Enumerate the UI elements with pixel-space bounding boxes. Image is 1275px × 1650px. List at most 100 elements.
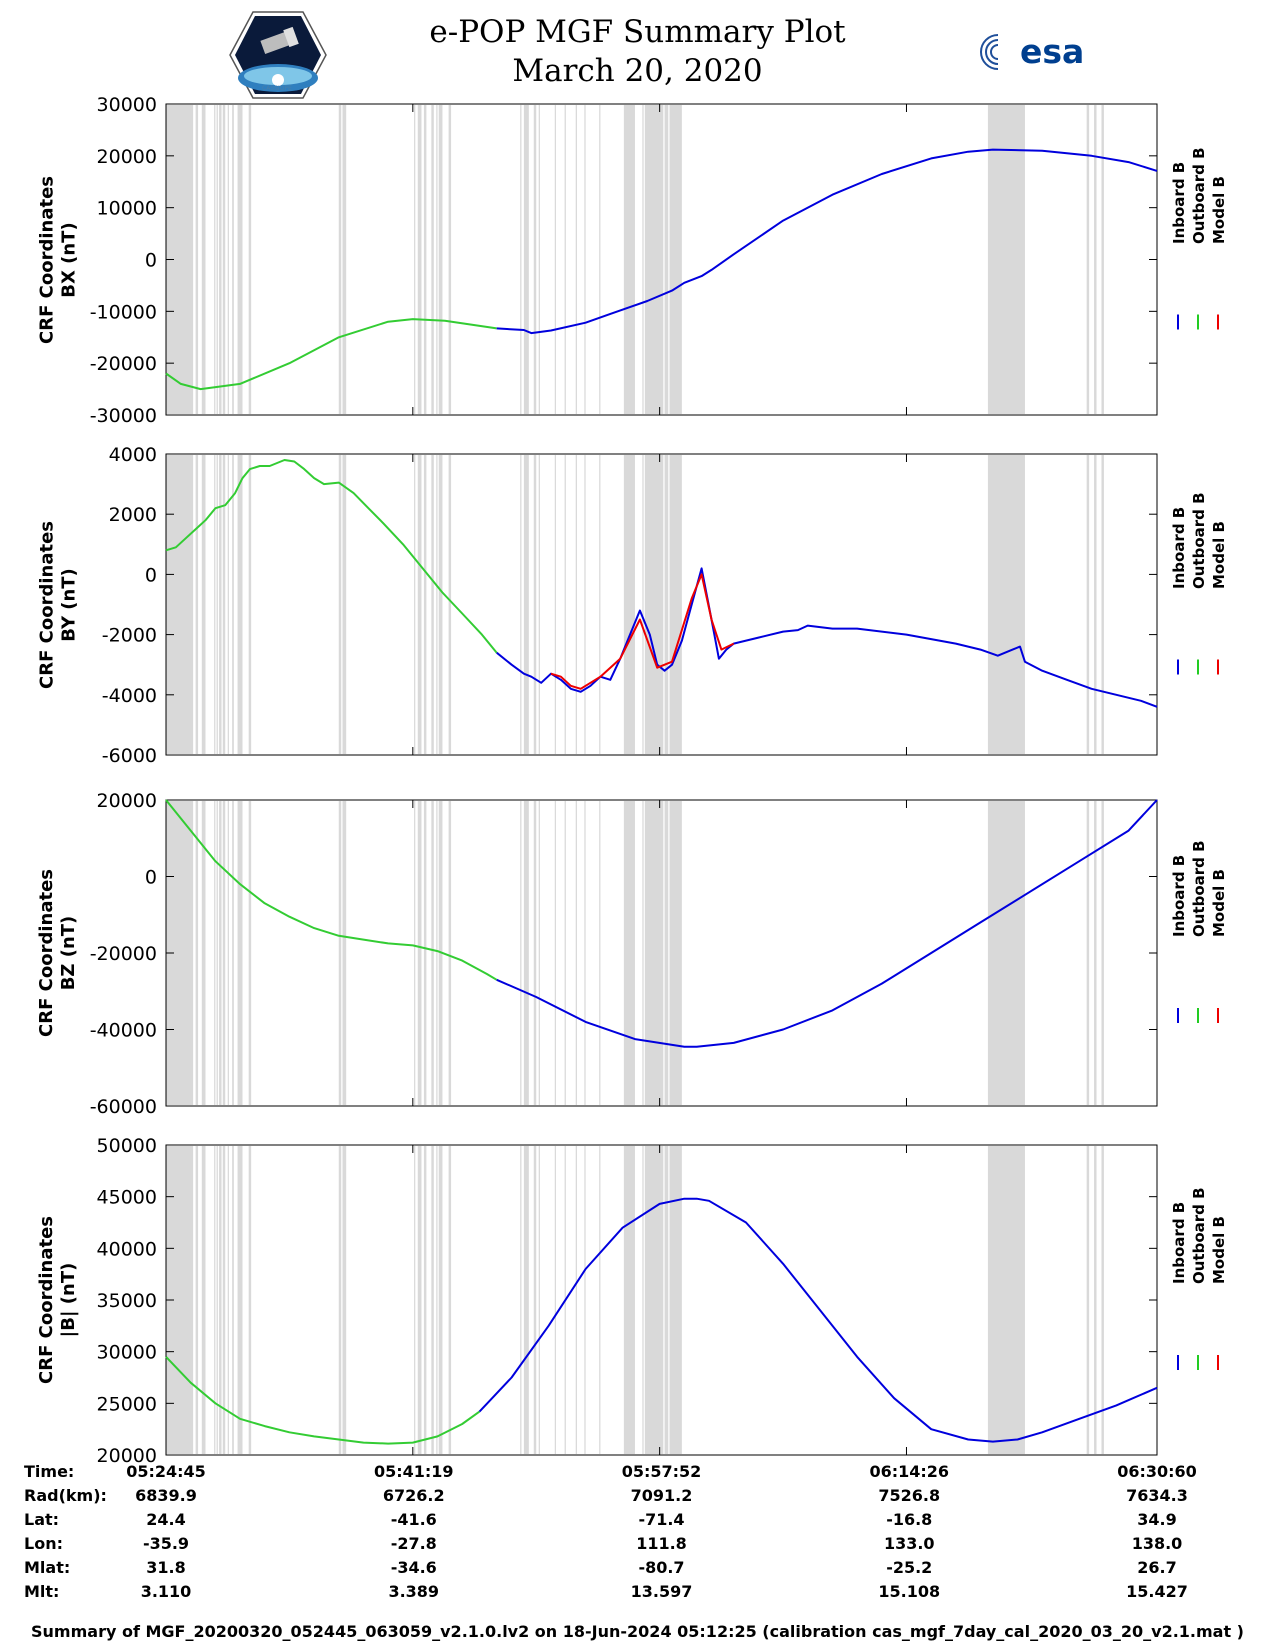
data-gap-band xyxy=(417,801,422,1105)
data-gap-band xyxy=(216,105,218,414)
legend-label: Outboard B xyxy=(1190,840,1208,937)
ephemeris-cell: 05:24:45 xyxy=(126,1462,206,1481)
esa-logo-text: esa xyxy=(1020,32,1085,71)
plot-date: March 20, 2020 xyxy=(512,53,763,89)
data-gap-band xyxy=(520,105,522,414)
data-gap-band xyxy=(417,105,422,414)
data-gap-band xyxy=(623,801,635,1105)
data-gap-band xyxy=(533,105,537,414)
y-tick-label: 40000 xyxy=(97,1238,157,1260)
y-axis-label-line1: CRF Coordinates xyxy=(36,869,57,1037)
y-tick-label: -2000 xyxy=(102,625,157,647)
data-gap-band xyxy=(227,801,229,1105)
data-gap-band xyxy=(201,1146,206,1454)
data-gap-band xyxy=(214,801,216,1105)
data-gap-band xyxy=(195,105,199,414)
data-gap-band xyxy=(436,455,438,754)
data-gap-band xyxy=(237,801,243,1105)
data-gap-band xyxy=(342,105,347,414)
data-gap-band xyxy=(195,455,199,754)
data-gap-band xyxy=(554,455,556,754)
esa-logo-icon xyxy=(980,34,1018,70)
data-gap-band xyxy=(214,1146,216,1454)
data-gap-band xyxy=(987,1146,1025,1454)
ephemeris-row-label: Rad(km): xyxy=(24,1486,107,1505)
data-gap-band xyxy=(564,801,566,1105)
ephemeris-cell: -80.7 xyxy=(638,1558,685,1577)
data-gap-band xyxy=(214,455,216,754)
data-gap-band xyxy=(538,801,540,1105)
series-line-inboard-b xyxy=(496,148,1158,335)
data-gap-band xyxy=(414,801,416,1105)
data-gap-band xyxy=(216,801,218,1105)
data-gap-band xyxy=(1086,1146,1090,1454)
data-gap-band xyxy=(1086,801,1090,1105)
ephemeris-row: Mlat: 31.8 -34.6 -80.7 -25.2 26.7 xyxy=(0,1558,1275,1582)
y-tick-label: 2000 xyxy=(109,504,157,526)
data-gap-band xyxy=(222,105,226,414)
ephemeris-cell: 06:14:26 xyxy=(869,1462,950,1481)
data-gap-band xyxy=(538,455,540,754)
data-gap-band xyxy=(584,801,586,1105)
data-gap-band xyxy=(237,455,243,754)
data-gap-band xyxy=(342,455,347,754)
y-axis-label-line2: BY (nT) xyxy=(58,567,79,642)
data-gap-band xyxy=(623,105,635,414)
chart-panel-bx: 30000 20000 10000 0 -10000 -20000 -30000 xyxy=(90,94,1219,427)
y-tick-label: -60000 xyxy=(90,1096,157,1118)
data-gap-band xyxy=(644,801,664,1105)
data-gap-band xyxy=(664,455,669,754)
y-axis-label-line1: CRF Coordinates xyxy=(36,175,57,344)
ephemeris-cell: 111.8 xyxy=(636,1534,687,1553)
data-gap-band xyxy=(564,105,566,414)
data-gap-band xyxy=(554,1146,556,1454)
data-gap-band xyxy=(342,1146,347,1454)
data-gap-band xyxy=(195,1146,199,1454)
data-gap-band xyxy=(436,801,438,1105)
data-gap-band xyxy=(423,105,427,414)
data-gap-band xyxy=(227,455,229,754)
ephemeris-row: Rad(km): 6839.9 6726.2 7091.2 7526.8 7634.3 xyxy=(0,1486,1275,1510)
data-gap-band xyxy=(438,105,443,414)
data-gap-band xyxy=(448,105,452,414)
y-tick-label: 0 xyxy=(145,250,157,272)
data-gap-band xyxy=(232,455,234,754)
y-tick-label: 30000 xyxy=(97,1342,157,1364)
y-tick-label: 0 xyxy=(145,564,157,586)
data-gap-band xyxy=(1094,455,1097,754)
ephemeris-cell: 6726.2 xyxy=(382,1486,445,1505)
data-gap-band xyxy=(431,1146,434,1454)
data-gap-band xyxy=(438,455,443,754)
data-gap-band xyxy=(533,1146,537,1454)
data-gap-band xyxy=(642,1146,644,1454)
data-gap-band xyxy=(201,455,206,754)
series-line-outboard-b xyxy=(165,799,498,981)
ephemeris-row: Lon: -35.9 -27.8 111.8 133.0 138.0 xyxy=(0,1534,1275,1558)
ephemeris-cell: 15.108 xyxy=(878,1582,941,1601)
data-gap-band xyxy=(520,801,522,1105)
ephemeris-cell: -16.8 xyxy=(886,1510,933,1529)
ephemeris-cell: -71.4 xyxy=(638,1510,685,1529)
series-line-model-b xyxy=(550,573,735,690)
data-gap-band xyxy=(520,455,522,754)
legend-label: Model B xyxy=(1210,1216,1228,1284)
data-gap-band xyxy=(523,801,529,1105)
y-tick-label: 10000 xyxy=(97,198,157,220)
data-gap-band xyxy=(533,455,537,754)
data-gap-band xyxy=(1101,1146,1104,1454)
legend-label: Outboard B xyxy=(1190,1187,1208,1284)
data-gap-band xyxy=(1086,105,1090,414)
series-line-inboard-b xyxy=(478,1197,1158,1443)
cassiope-logo-text: CASSIOPE xyxy=(262,85,292,92)
data-gap-band xyxy=(227,1146,229,1454)
data-gap-band xyxy=(538,1146,540,1454)
y-tick-label: -10000 xyxy=(90,301,157,323)
y-tick-label: -6000 xyxy=(102,745,157,767)
data-gap-band xyxy=(1101,455,1104,754)
ephemeris-cell: -25.2 xyxy=(886,1558,933,1577)
footer-caption: Summary of MGF_20200320_052445_063059_v2… xyxy=(31,1622,1244,1641)
data-gap-band xyxy=(599,801,601,1105)
y-tick-label: 20000 xyxy=(97,790,157,812)
data-gap-band xyxy=(338,455,342,754)
